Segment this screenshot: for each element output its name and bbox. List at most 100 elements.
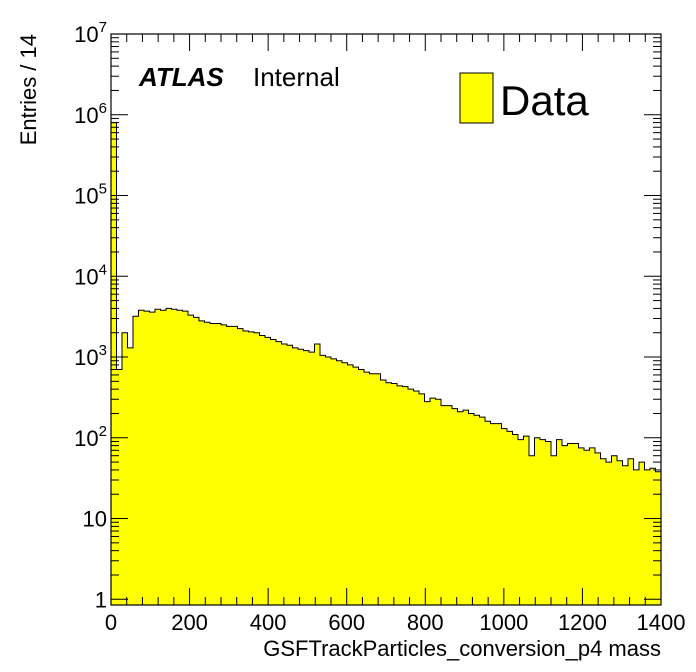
- histogram-bin: [160, 310, 167, 605]
- histogram-bin: [292, 347, 299, 605]
- y-tick-label: 106: [74, 100, 107, 128]
- histogram-bin: [149, 312, 156, 605]
- histogram-bin: [270, 339, 277, 605]
- histogram-bin: [287, 345, 293, 605]
- x-tick-label: 200: [171, 610, 208, 635]
- histogram-bin: [237, 328, 244, 605]
- histogram-bin: [617, 460, 623, 605]
- histogram-bin: [331, 358, 337, 605]
- x-axis-label: GSFTrackParticles_conversion_p4 mass: [263, 636, 661, 661]
- histogram-bin: [556, 439, 563, 605]
- histogram-bin: [650, 468, 656, 605]
- histogram-bin: [424, 401, 431, 605]
- histogram-bin: [457, 411, 464, 605]
- histogram-bin: [397, 385, 403, 605]
- histogram-bin: [210, 323, 216, 605]
- x-tick-label: 1000: [479, 610, 528, 635]
- histogram-bin: [138, 310, 145, 605]
- histogram-bin: [501, 428, 508, 605]
- y-axis-label: Entries / 14: [16, 34, 41, 145]
- histogram-bin: [188, 315, 194, 605]
- histogram-bin: [166, 308, 172, 605]
- histogram-bin: [474, 415, 480, 605]
- x-tick-label: 1200: [558, 610, 607, 635]
- histogram-bin: [243, 331, 249, 605]
- y-tick-labels: 1 10 102 103 104 105 106 107: [74, 19, 107, 612]
- histogram-bin: [573, 443, 579, 605]
- y-tick-label: 105: [74, 181, 107, 209]
- histogram-bin: [413, 390, 420, 605]
- histogram-bin: [358, 369, 365, 605]
- histogram-bin: [248, 331, 255, 605]
- histogram-bin: [600, 458, 607, 605]
- histogram-bin: [545, 441, 552, 605]
- x-tick-label: 600: [328, 610, 365, 635]
- histogram-bin: [606, 462, 612, 605]
- histogram-bin: [562, 445, 568, 605]
- histogram-bin: [578, 447, 585, 605]
- histogram-bin: [177, 310, 183, 605]
- histogram-bin: [342, 362, 348, 605]
- histogram-bin: [254, 332, 260, 605]
- histogram-bin: [468, 413, 475, 605]
- histogram-bin: [452, 408, 458, 605]
- histogram-bin: [435, 399, 442, 605]
- histogram-bin: [314, 343, 321, 605]
- histogram-bin: [127, 347, 134, 605]
- histogram-bin: [507, 431, 513, 605]
- histogram-bin: [386, 382, 392, 605]
- histogram-bin: [155, 309, 161, 605]
- histogram-bin: [584, 450, 590, 605]
- histogram-bin: [380, 379, 387, 605]
- histogram-outline: [110, 122, 662, 605]
- histogram-bin: [215, 323, 222, 605]
- histogram-bin: [441, 405, 447, 605]
- histogram-bin: [512, 434, 519, 605]
- x-tick-label: 0: [105, 610, 117, 635]
- x-tick-labels: 0 200 400 600 800 1000 1200 1400: [105, 610, 686, 635]
- y-tick-label: 1: [95, 587, 107, 612]
- histogram-bin: [463, 410, 469, 605]
- y-tick-label: 10: [83, 507, 107, 532]
- legend-swatch: [459, 72, 494, 124]
- histogram-bin: [309, 352, 315, 605]
- histogram-bin: [265, 337, 271, 605]
- histogram-bin: [655, 471, 662, 605]
- histogram-bin: [567, 443, 574, 605]
- histogram-bin: [644, 469, 651, 605]
- atlas-sublabel: Internal: [253, 62, 340, 92]
- histogram-bin: [540, 439, 546, 605]
- histogram-bin: [347, 364, 354, 605]
- histogram-bin: [479, 417, 486, 605]
- histogram-bin: [182, 311, 189, 605]
- x-tick-label: 800: [407, 610, 444, 635]
- histogram-bin: [320, 355, 326, 605]
- histogram-bin: [232, 326, 238, 605]
- legend: Data: [459, 72, 589, 124]
- histogram-bin: [259, 335, 266, 605]
- histogram-bin: [298, 349, 304, 605]
- histogram-bin: [633, 469, 640, 605]
- histogram-bin: [336, 360, 343, 605]
- histogram-bin: [364, 372, 370, 605]
- x-tick-label: 1400: [637, 610, 686, 635]
- histogram-bin: [589, 447, 596, 605]
- histogram-bin: [221, 324, 227, 605]
- histogram-bin: [391, 383, 398, 605]
- histogram-bin: [446, 405, 453, 605]
- histogram-bin: [622, 465, 629, 605]
- histogram-bin: [281, 343, 288, 605]
- histogram-bin: [133, 316, 139, 605]
- histogram-bin: [402, 386, 409, 605]
- histogram-bin: [490, 423, 497, 605]
- histogram-bin: [116, 369, 123, 605]
- histogram-bin: [523, 436, 530, 605]
- histogram-bin: [534, 437, 541, 605]
- histogram-bin: [204, 322, 211, 605]
- histogram-bin: [303, 350, 310, 605]
- histogram-bin: [551, 455, 557, 605]
- histogram-bin: [199, 320, 205, 605]
- histogram-bin: [595, 452, 601, 605]
- y-tick-label: 102: [74, 423, 107, 451]
